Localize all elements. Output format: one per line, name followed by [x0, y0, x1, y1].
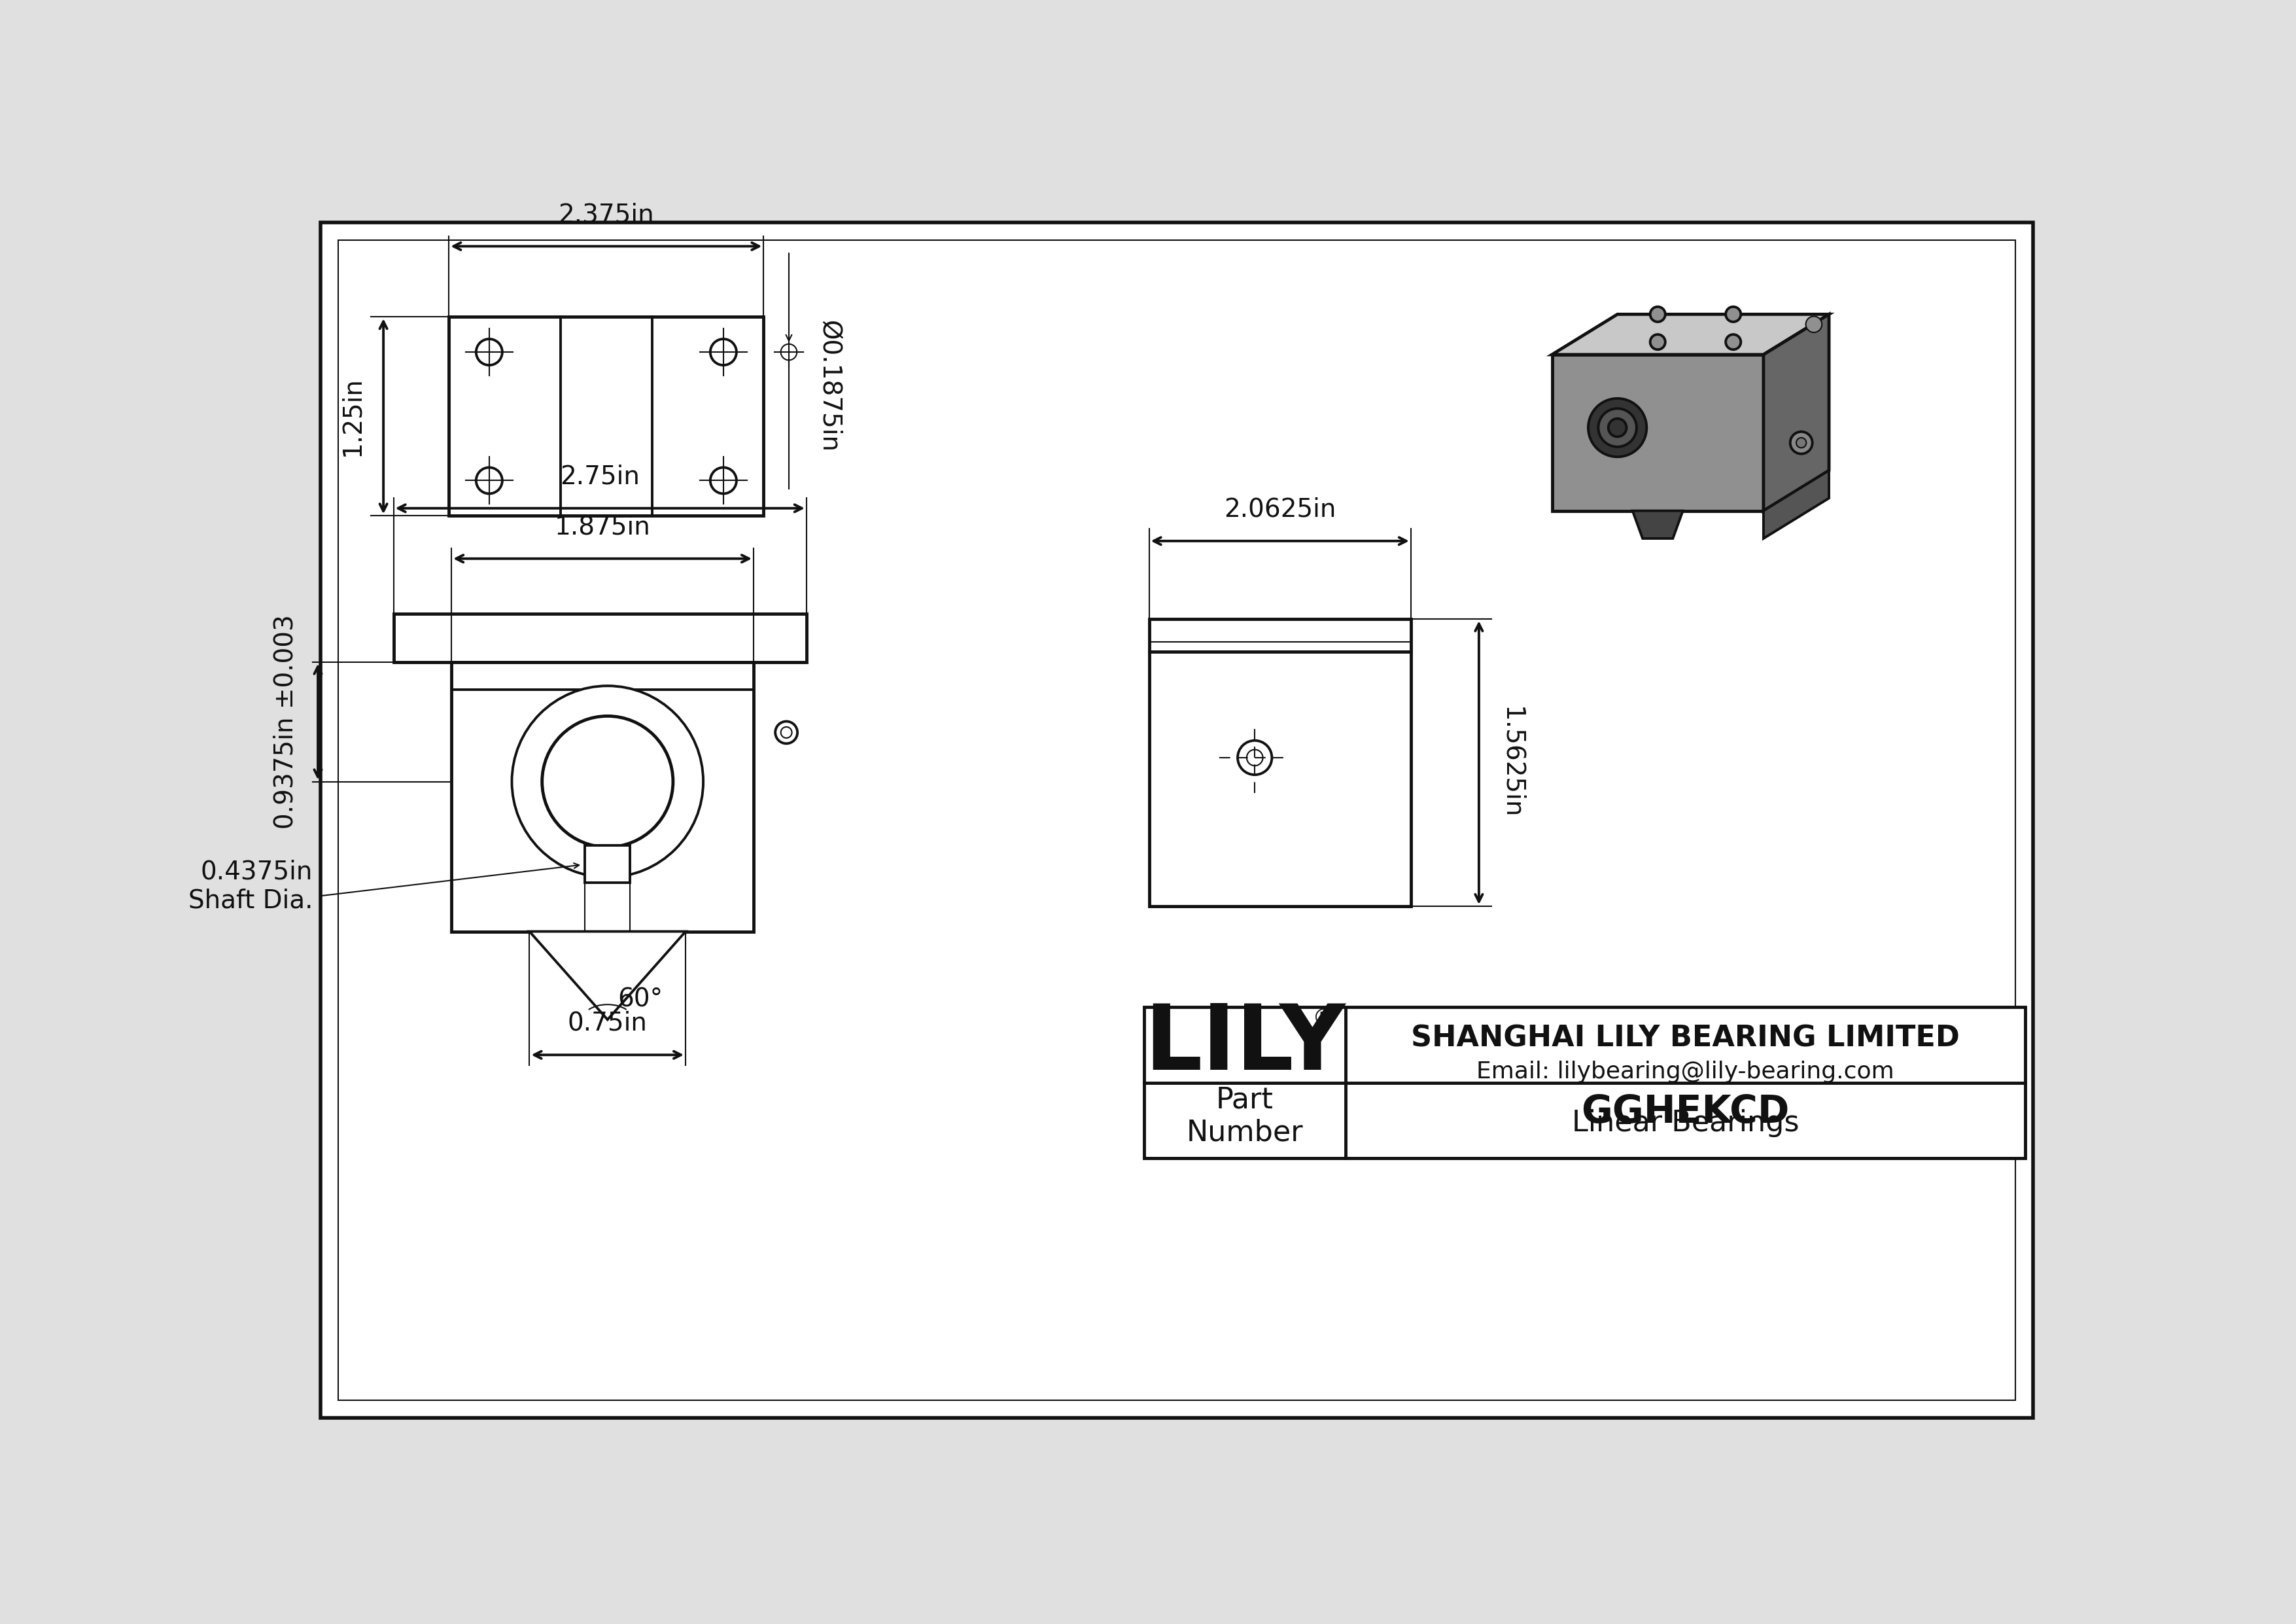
Circle shape — [1651, 335, 1665, 349]
Circle shape — [512, 685, 703, 877]
Bar — [585, 844, 629, 882]
Text: 1.25in: 1.25in — [340, 377, 365, 456]
Text: 2.0625in: 2.0625in — [1224, 497, 1336, 521]
Bar — [1148, 651, 1412, 906]
Text: GGHEKCD: GGHEKCD — [1582, 1093, 1789, 1130]
Text: ®: ® — [1313, 1007, 1336, 1030]
Polygon shape — [1552, 315, 1830, 354]
Bar — [1148, 619, 1412, 651]
Circle shape — [1609, 419, 1626, 437]
Bar — [1552, 354, 1763, 512]
Circle shape — [475, 339, 503, 365]
Text: 0.4375in
Shaft Dia.: 0.4375in Shaft Dia. — [188, 859, 312, 913]
Text: Email: lilybearing@lily-bearing.com: Email: lilybearing@lily-bearing.com — [1476, 1060, 1894, 1083]
Text: 2.375in: 2.375in — [558, 203, 654, 227]
Polygon shape — [1632, 512, 1683, 539]
Bar — [452, 663, 753, 932]
Circle shape — [1651, 307, 1665, 322]
Text: 2.75in: 2.75in — [560, 464, 641, 489]
Circle shape — [1727, 335, 1740, 349]
Text: 1.875in: 1.875in — [556, 515, 650, 539]
Circle shape — [1598, 409, 1637, 447]
Circle shape — [475, 468, 503, 494]
Text: Linear Bearings: Linear Bearings — [1573, 1109, 1800, 1137]
Circle shape — [542, 716, 673, 848]
Circle shape — [781, 344, 797, 361]
Circle shape — [1795, 438, 1807, 448]
Circle shape — [1805, 317, 1823, 333]
Text: Ø0.1875in: Ø0.1875in — [817, 320, 840, 451]
Bar — [1143, 1007, 2025, 1158]
Circle shape — [709, 339, 737, 365]
Circle shape — [709, 468, 737, 494]
Circle shape — [1247, 750, 1263, 765]
Circle shape — [1791, 432, 1812, 453]
Text: 0.75in: 0.75in — [567, 1010, 647, 1036]
Text: 60°: 60° — [618, 987, 664, 1012]
Circle shape — [1238, 741, 1272, 775]
Bar — [393, 614, 806, 663]
Polygon shape — [1763, 315, 1830, 512]
Text: SHANGHAI LILY BEARING LIMITED: SHANGHAI LILY BEARING LIMITED — [1412, 1025, 1961, 1052]
Polygon shape — [1763, 471, 1830, 539]
Text: 1.5625in: 1.5625in — [1499, 706, 1525, 818]
Text: Part
Number: Part Number — [1187, 1086, 1304, 1147]
Circle shape — [1589, 398, 1646, 456]
Polygon shape — [530, 932, 687, 1020]
Circle shape — [776, 721, 797, 744]
Bar — [450, 317, 765, 516]
Circle shape — [781, 728, 792, 737]
Text: LILY: LILY — [1143, 1000, 1345, 1090]
Text: 0.9375in ±0.003: 0.9375in ±0.003 — [273, 614, 298, 828]
Circle shape — [1727, 307, 1740, 322]
